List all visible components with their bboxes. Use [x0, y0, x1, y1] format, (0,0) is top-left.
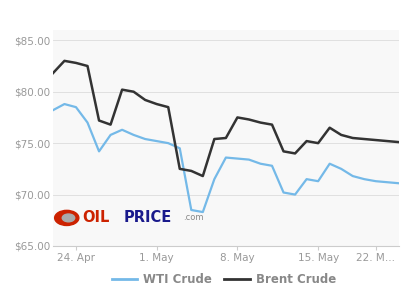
Legend: WTI Crude, Brent Crude: WTI Crude, Brent Crude — [107, 269, 341, 291]
Text: .com: .com — [183, 213, 203, 222]
Circle shape — [55, 210, 79, 226]
Circle shape — [62, 214, 75, 222]
Text: PRICE: PRICE — [124, 210, 172, 225]
Text: OIL: OIL — [82, 210, 110, 225]
